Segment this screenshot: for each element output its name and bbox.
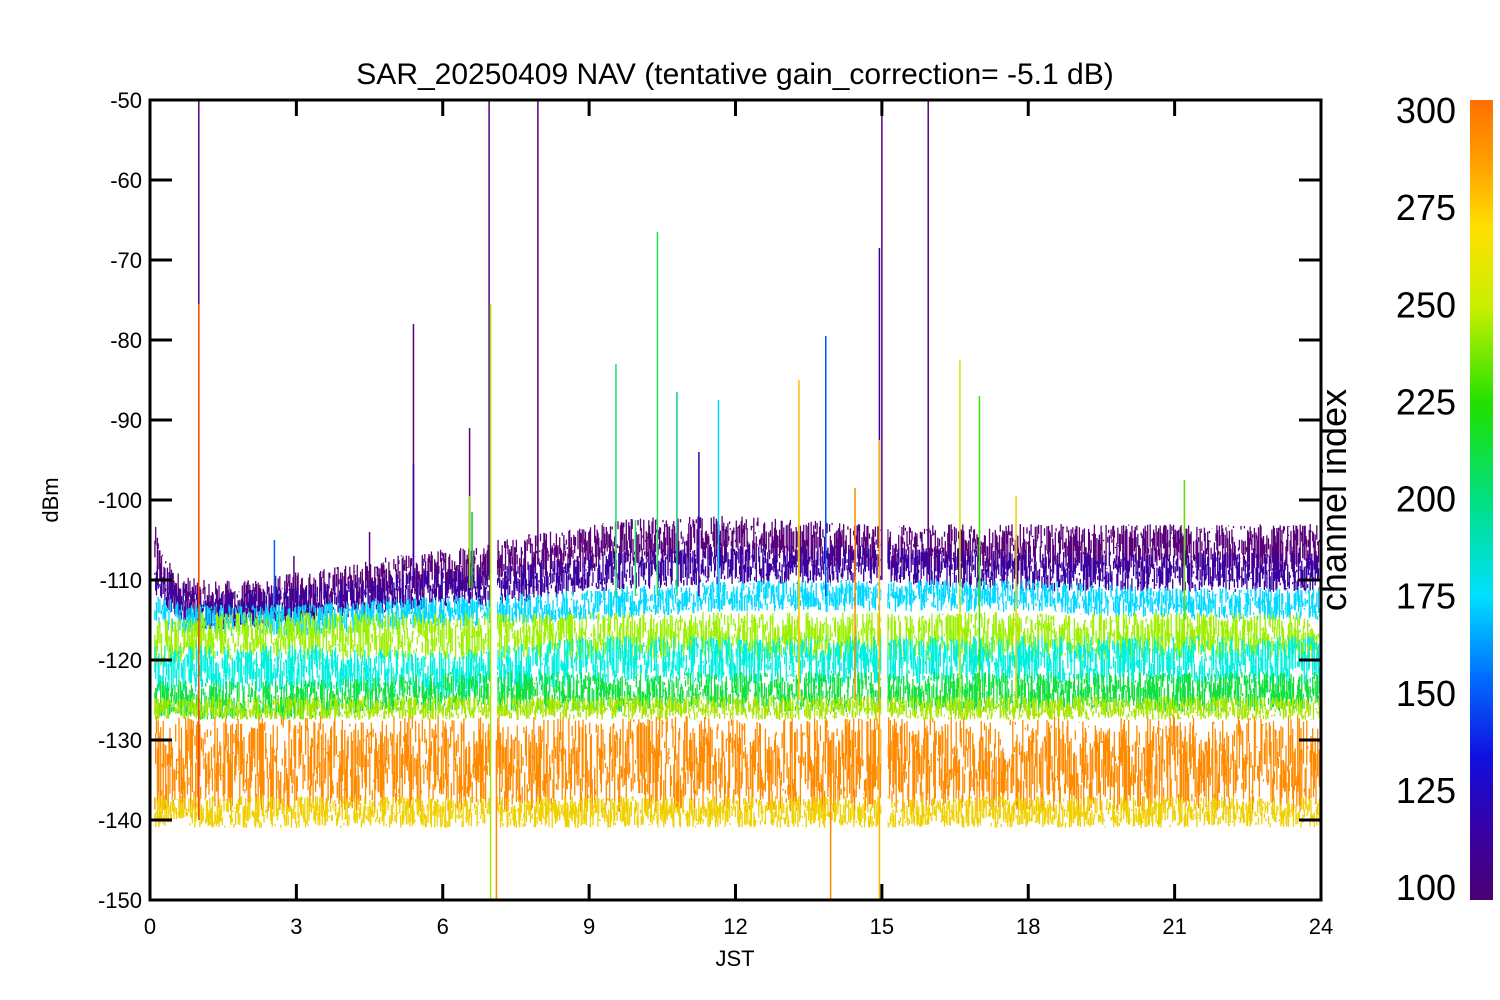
colorbar-tick-label-0: 100 — [1396, 867, 1456, 908]
y-tick-label-7: -120 — [98, 648, 142, 673]
y-axis: -50 -60 -70 -80 -90 -100 -110 -120 -130 -140 -150 — [98, 88, 1321, 913]
colorbar-ticks: 100 125 150 175 200 225 250 275 300 — [1396, 90, 1456, 908]
data-gap-1 — [881, 100, 888, 900]
y-tick-label-0: -50 — [110, 88, 142, 113]
x-tick-label-3: 9 — [583, 914, 595, 939]
y-tick-label-9: -140 — [98, 808, 142, 833]
colorbar-gradient — [1470, 100, 1493, 900]
colorbar-tick-label-4: 200 — [1396, 479, 1456, 520]
x-tick-label-2: 6 — [437, 914, 449, 939]
data-gap-0 — [490, 100, 497, 900]
bands-layer — [154, 516, 1321, 828]
x-tick-label-5: 15 — [870, 914, 894, 939]
y-tick-label-3: -80 — [110, 328, 142, 353]
colorbar-tick-label-8: 300 — [1396, 90, 1456, 131]
band-series-7 — [154, 716, 1321, 812]
y-tick-label-6: -110 — [100, 568, 142, 593]
x-tick-label-4: 12 — [723, 914, 747, 939]
band-series-8 — [154, 796, 1321, 828]
x-tick-label-0: 0 — [144, 914, 156, 939]
x-axis-title: JST — [715, 946, 754, 971]
band-series-6 — [154, 696, 1321, 720]
x-tick-label-1: 3 — [290, 914, 302, 939]
x-tick-label-8: 24 — [1309, 914, 1333, 939]
x-tick-label-7: 21 — [1162, 914, 1186, 939]
colorbar-tick-label-7: 275 — [1396, 187, 1456, 228]
colorbar-tick-label-6: 250 — [1396, 284, 1456, 325]
chart-title: SAR_20250409 NAV (tentative gain_correct… — [356, 58, 1113, 91]
gaps-layer — [490, 100, 888, 900]
y-tick-label-5: -100 — [98, 488, 142, 513]
y-tick-label-1: -60 — [110, 168, 142, 193]
colorbar-title: channel index — [1313, 389, 1354, 611]
colorbar-tick-label-3: 175 — [1396, 576, 1456, 617]
y-axis-title: dBm — [38, 477, 63, 522]
y-tick-label-8: -130 — [98, 728, 142, 753]
colorbar-tick-label-5: 225 — [1396, 381, 1456, 422]
y-tick-label-10: -150 — [98, 888, 142, 913]
plot-area — [154, 100, 1321, 900]
band-series-1 — [154, 544, 1321, 630]
colorbar-tick-label-1: 125 — [1396, 770, 1456, 811]
colorbar-tick-label-2: 150 — [1396, 673, 1456, 714]
band-series-5 — [154, 672, 1321, 720]
spikes-layer — [198, 100, 1186, 900]
y-tick-label-4: -90 — [110, 408, 142, 433]
y-tick-label-2: -70 — [110, 248, 142, 273]
colorbar: 100 125 150 175 200 225 250 275 300 channel inde… — [1313, 90, 1493, 908]
x-axis: 0 3 6 9 12 15 18 21 24 — [144, 100, 1333, 939]
x-tick-label-6: 18 — [1016, 914, 1040, 939]
